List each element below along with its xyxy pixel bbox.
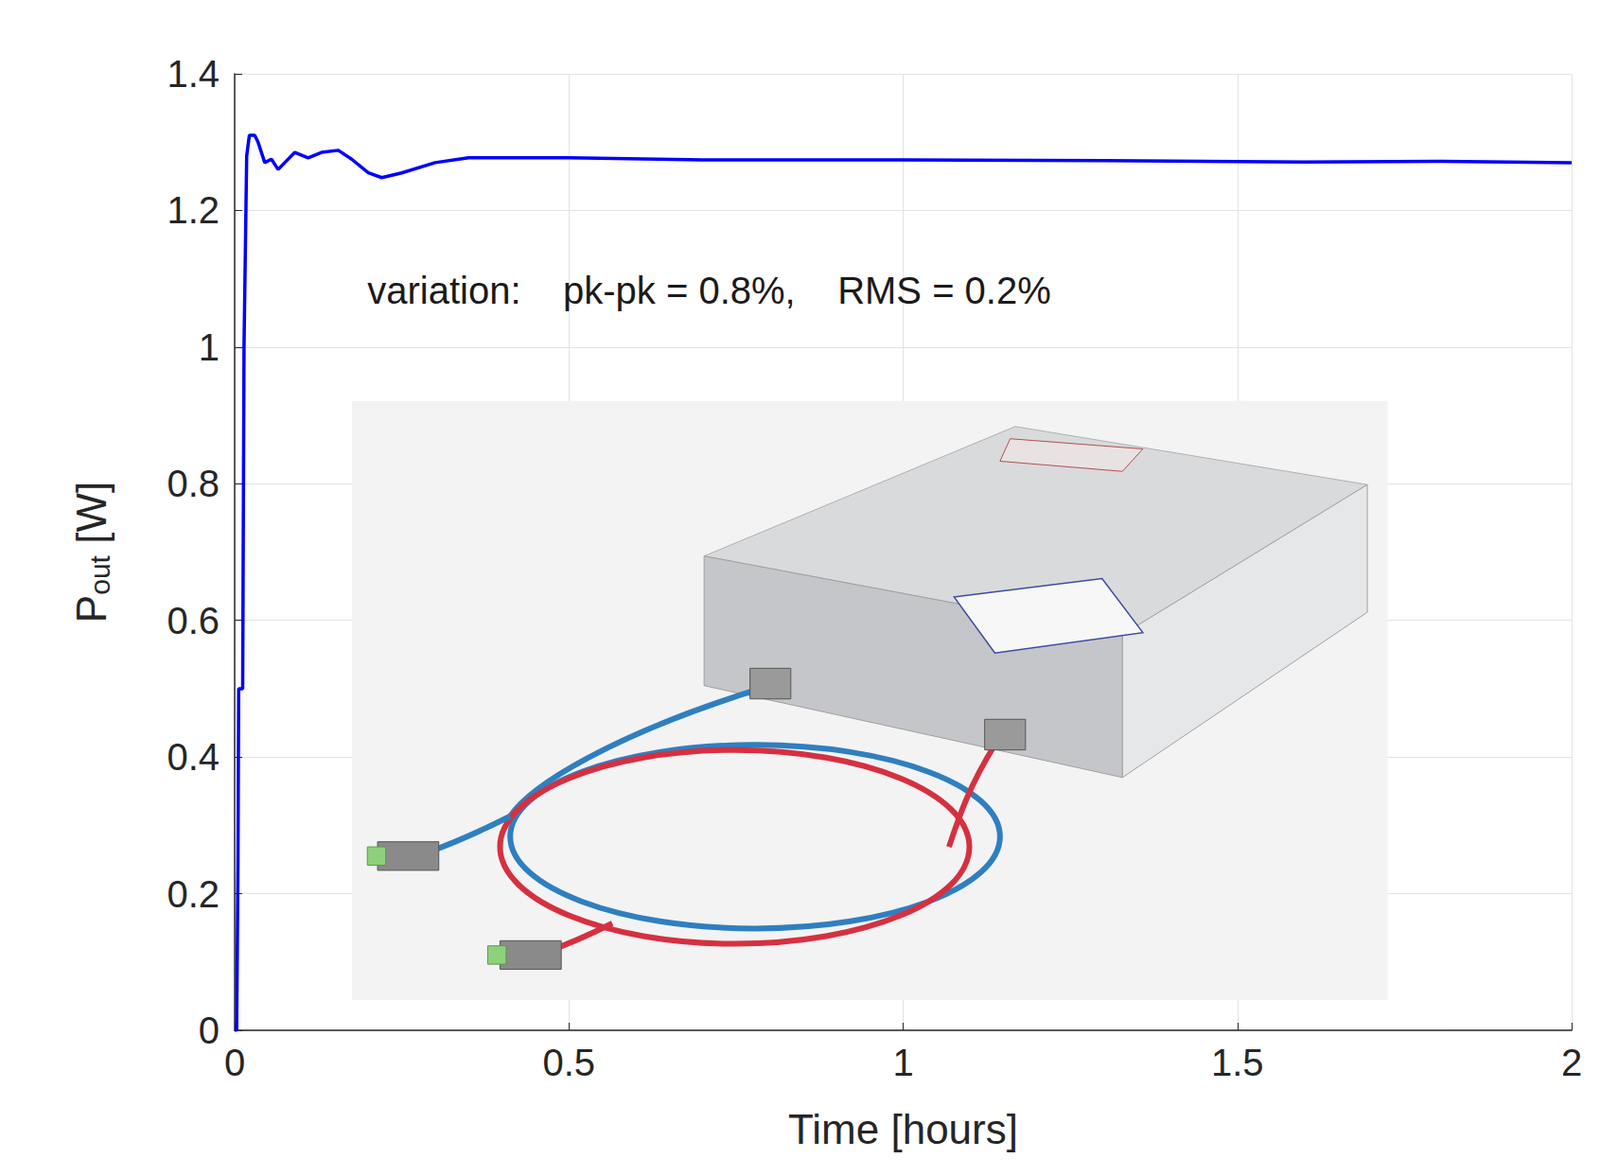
svg-text:0.6: 0.6 bbox=[166, 599, 220, 642]
svg-text:2: 2 bbox=[1561, 1041, 1583, 1084]
svg-text:Time [hours]: Time [hours] bbox=[788, 1106, 1019, 1153]
svg-text:1.5: 1.5 bbox=[1211, 1041, 1265, 1084]
svg-text:0: 0 bbox=[198, 1009, 220, 1052]
svg-text:1.4: 1.4 bbox=[166, 52, 220, 95]
svg-text:0.8: 0.8 bbox=[166, 462, 220, 505]
svg-text:[W]: [W] bbox=[68, 481, 115, 556]
svg-text:0.5: 0.5 bbox=[542, 1041, 596, 1084]
svg-text:0: 0 bbox=[224, 1041, 246, 1084]
svg-text:out: out bbox=[84, 554, 116, 595]
svg-text:0.2: 0.2 bbox=[166, 873, 220, 915]
svg-text:1: 1 bbox=[892, 1041, 914, 1084]
svg-text:P: P bbox=[68, 595, 115, 623]
svg-text:1.2: 1.2 bbox=[166, 189, 220, 231]
svg-text:1: 1 bbox=[198, 326, 220, 369]
svg-text:variation: pk-pk = 0.8%,: variation: pk-pk = 0.8%, RMS = 0.2% bbox=[367, 269, 1052, 312]
svg-text:0.4: 0.4 bbox=[166, 736, 220, 778]
